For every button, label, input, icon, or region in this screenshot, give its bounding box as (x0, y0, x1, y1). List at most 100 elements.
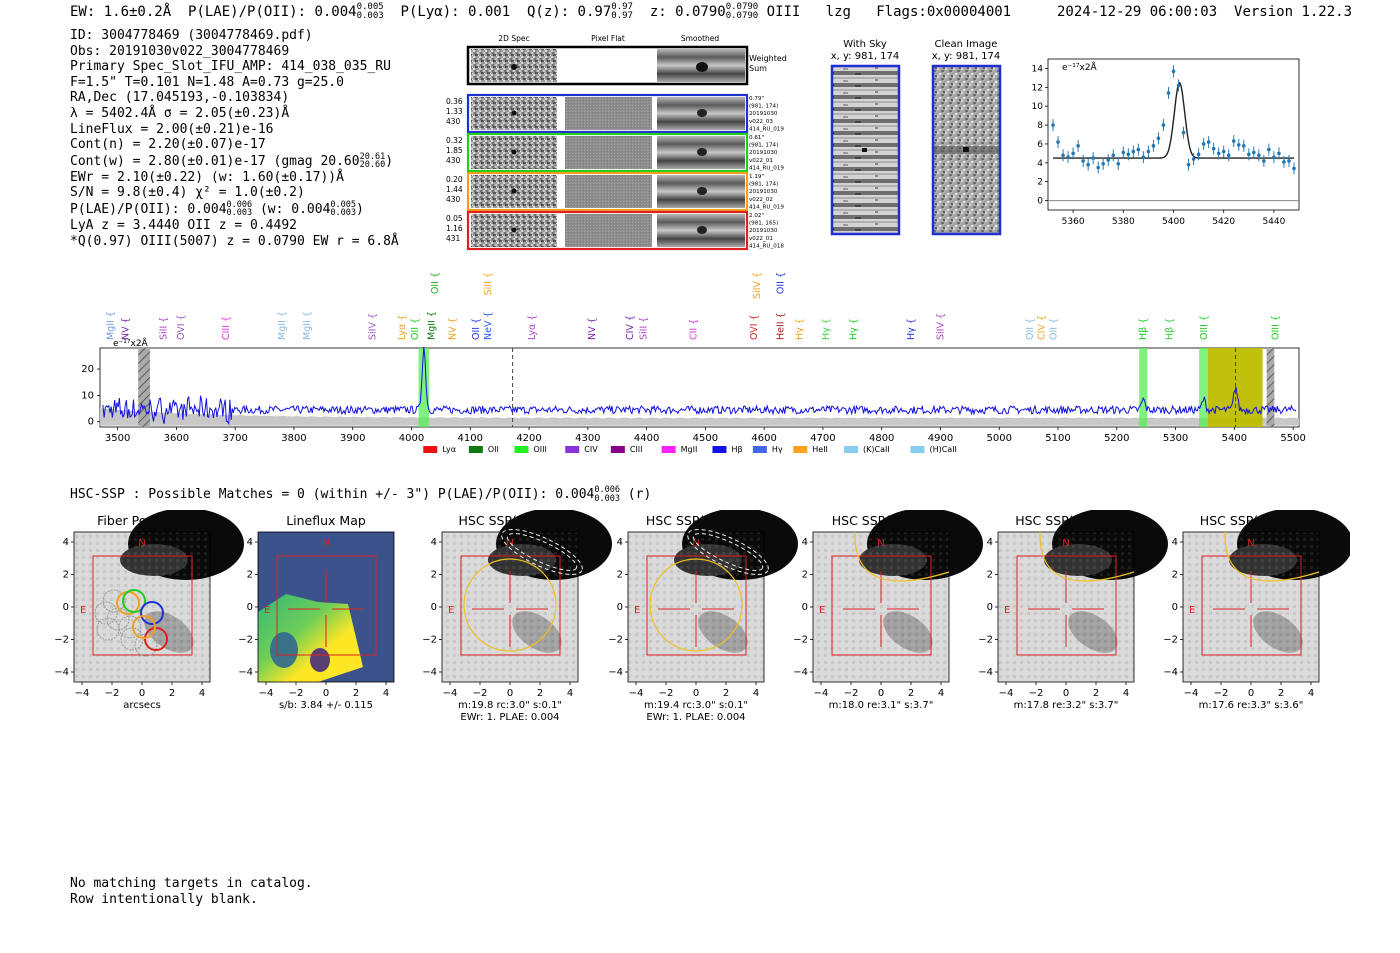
panel-0-north: N (138, 538, 145, 549)
panel-3-xtick-2: 0 (693, 688, 699, 699)
row-0-frame (466, 93, 749, 134)
line-label-18: CIV { (625, 315, 636, 340)
spectrum-ylabel: e⁻¹⁷x2Å (113, 337, 149, 349)
panel-6-xtick-2: 0 (1248, 688, 1254, 699)
header-line: EW: 1.6±0.2Å P(LAE)/P(OII): 0.004 0.005 0.… (70, 3, 1011, 21)
zoom-ytick-2: 2 (1037, 178, 1043, 188)
fiber-1 (94, 601, 118, 625)
zoom-xtick-5440: 5440 (1262, 217, 1285, 227)
spectrum-ytick-10: 10 (81, 390, 94, 401)
row-2-smooth-source (697, 187, 707, 195)
row-3-right-2: 20191030 (749, 228, 778, 234)
row-3-smooth-source (697, 226, 707, 234)
zoom-data-point (1076, 144, 1080, 148)
zoom-xtick-5360: 5360 (1062, 217, 1085, 227)
zoom-data-point (1277, 151, 1281, 156)
zoom-ytick-14: 14 (1032, 64, 1044, 74)
panel-5-aperture (1016, 555, 1117, 656)
zoom-line-chart: e⁻¹⁷x2Å 0 2 4 6 8 10 12 14 5360 5380 5400 5420 5440 (1032, 58, 1300, 227)
panel-2-aperture-circle (463, 558, 557, 652)
info-params: F=1.5" T=0.101 N=1.48 A=0.73 g=25.0 (70, 74, 344, 90)
zoom-data-point (1257, 153, 1261, 158)
info-redshifts: LyA z = 3.4440 OII z = 0.4492 (70, 217, 297, 233)
panel-3-aperture-circle (649, 558, 743, 652)
row-3-right-1: (981, 165) (749, 221, 778, 227)
version: Version 1.22.3 (1234, 4, 1353, 20)
zoom-data-point (1126, 152, 1131, 157)
row-0-2d-source (511, 110, 517, 116)
zoom-fit-curve (1053, 81, 1294, 159)
zoom-data-point (1071, 151, 1075, 156)
zoom-xtick-5400: 5400 (1162, 217, 1185, 227)
panel-1: Lineflux Map N E −4 −4 −2 −2 0 0 2 2 4 4 s/b: 3.84 +/… (238, 513, 395, 711)
zoom-data-point (1051, 123, 1055, 127)
detection-info: ID: 3004778469 (3004778469.pdf) Obs: 201… (70, 28, 399, 249)
weighted-label-2: Sum (749, 64, 767, 73)
line-label-17: NV { (587, 317, 598, 340)
zoom-data-point (1181, 130, 1186, 135)
panel-3-xtick-4: 4 (753, 688, 759, 699)
panel-1-xtick-2: 0 (323, 688, 329, 699)
row-0-right-2: 20191030 (749, 111, 778, 117)
zoom-data-point (1247, 152, 1251, 157)
zoom-data-point (1146, 149, 1151, 154)
panel-3-ytick-1: −2 (608, 635, 623, 646)
line-label-26: Hγ { (821, 318, 832, 340)
spectrum-xtick-3800: 3800 (281, 433, 306, 444)
line-label-5: MgII { (277, 311, 288, 340)
row-2-right-0: 1.19" (749, 174, 764, 180)
zoom-ytick-12: 12 (1032, 83, 1043, 93)
fiber-11 (132, 615, 156, 639)
legend-label-2: OIII (533, 445, 546, 454)
zoom-data-point (1262, 159, 1266, 163)
spectrum-xtick-3500: 3500 (105, 433, 130, 444)
spectrum-xtick-4200: 4200 (516, 433, 541, 444)
with-sky-frame (830, 64, 901, 236)
row-1-left-2: 430 (446, 156, 461, 165)
spectrum-xtick-4400: 4400 (634, 433, 659, 444)
panel-1-xtick-1: −2 (289, 688, 304, 699)
spectrum-line (102, 346, 1297, 426)
zoom-data-point (1191, 157, 1196, 161)
row-1-2d-source (511, 149, 517, 155)
panel-2-ytick-1: −2 (422, 635, 437, 646)
line-label-0: MgII { (106, 311, 117, 340)
plae-sub: 0.003 (356, 11, 384, 21)
legend-swatch-5 (661, 446, 676, 453)
legend-label-9: (K)CaII (863, 445, 890, 454)
panel-0-ytick-2: 0 (63, 602, 69, 613)
panel-6-xtick-0: −4 (1184, 688, 1199, 699)
zoom-data-point (1101, 161, 1106, 166)
panel-4-north: N (877, 538, 884, 549)
line-label-30: OII { (1025, 318, 1036, 340)
row-3-2d-source (511, 227, 517, 233)
info-lineflux: LineFlux = 2.00(±0.21)e-16 (70, 121, 274, 137)
panel-2-xtick-1: −2 (473, 688, 488, 699)
flags-value: Flags:0x00004001 (876, 4, 1012, 20)
legend-label-1: OII (488, 445, 499, 454)
fiber-4 (118, 615, 142, 639)
panel-2-caption-1: m:19.8 rc:3.0" s:0.1" (458, 700, 562, 711)
line-label-35: OIII { (1199, 315, 1210, 340)
row-3-right-0: 2.02" (749, 213, 764, 219)
panel-6-east: E (1189, 605, 1195, 616)
clean-image-frame (931, 64, 1002, 236)
zoom-data-point (1066, 155, 1070, 159)
zoom-data-point (1221, 149, 1226, 154)
legend-swatch-8 (793, 446, 808, 453)
panel-6-caption-1: m:17.6 re:3.3" s:3.6" (1199, 700, 1304, 711)
row-3-right-4: 414_RU_018 (749, 243, 784, 249)
panel-6-noise (1183, 532, 1319, 682)
panel-1-ytick-0: −4 (238, 667, 253, 678)
panel-4-ytick-4: 4 (802, 537, 808, 548)
zoom-data-point (1236, 143, 1241, 147)
zoom-data-point (1272, 155, 1276, 159)
panel-2-ytick-3: 2 (431, 570, 437, 581)
panel-0-ytick-1: −2 (54, 635, 69, 646)
line-label-33: Hβ { (1138, 318, 1149, 340)
weighted-flat (558, 49, 656, 82)
row-0-right-0: 0.79" (749, 96, 764, 102)
info-plae: P(LAE)/P(OII): 0.004 0.006 0.003 (w: 0.004… (70, 199, 364, 219)
line-label-21: OVI { (749, 314, 760, 340)
panel-3-xtick-0: −4 (629, 688, 644, 699)
